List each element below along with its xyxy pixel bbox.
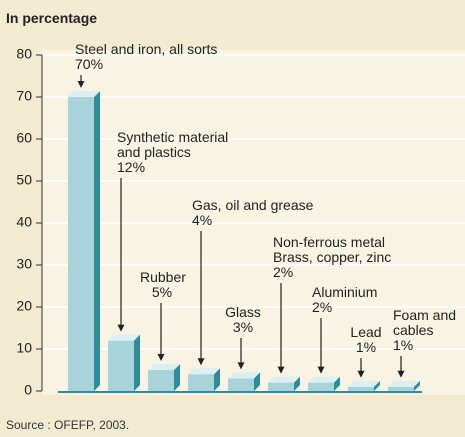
arrow-head: [277, 366, 285, 374]
bar-annotation: Lead 1%: [346, 325, 386, 355]
bar-annotation: Steel and iron, all sorts 70%: [75, 42, 217, 72]
y-tick-label: 0: [24, 382, 32, 398]
bar-top: [148, 364, 180, 370]
y-tick-label: 70: [16, 88, 32, 104]
bar-top: [108, 334, 140, 341]
arrow-head: [397, 370, 405, 378]
value-label: 4%: [192, 212, 213, 228]
bar-top: [188, 368, 220, 375]
y-tick-label: 30: [16, 256, 32, 272]
arrow-head: [237, 362, 245, 370]
arrow-head: [197, 358, 205, 366]
y-tick-label: 10: [16, 340, 32, 356]
bar-top: [388, 380, 420, 387]
bar-top: [308, 376, 340, 383]
value-label: 3%: [232, 319, 254, 335]
arrow-head: [117, 324, 125, 332]
category-label: Foam and cables: [393, 307, 457, 338]
value-label: 2%: [312, 299, 333, 315]
bar-side: [414, 380, 420, 391]
bar-side: [254, 372, 260, 391]
bar-side: [214, 368, 220, 391]
category-label: Glass: [225, 304, 261, 320]
arrow-head: [357, 370, 365, 378]
category-label: Steel and iron, all sorts: [75, 41, 218, 57]
bar: [188, 374, 214, 391]
bar: [308, 382, 334, 391]
y-tick-label: 80: [16, 46, 32, 62]
bar-side: [134, 334, 140, 391]
category-label: Non-ferrous metal Brass, copper, zinc: [273, 234, 392, 265]
bar-annotation: Rubber 5%: [140, 269, 186, 300]
bar-annotation: Non-ferrous metal Brass, copper, zinc 2%: [273, 235, 391, 280]
category-label: Aluminium: [312, 284, 378, 300]
bar-side: [174, 364, 180, 391]
y-tick-label: 50: [16, 172, 32, 188]
arrow-head: [157, 354, 165, 361]
bar-side: [334, 376, 340, 391]
y-tick-label: 40: [16, 214, 32, 230]
value-label: 70%: [75, 56, 104, 72]
bar: [148, 370, 174, 391]
y-tick-label: 20: [16, 298, 32, 314]
bar-annotation: Synthetic material and plastics 12%: [117, 130, 228, 175]
bar-annotation: Aluminium 2%: [312, 285, 377, 315]
bar-top: [68, 91, 100, 97]
bar: [228, 378, 254, 391]
category-label: Synthetic material and plastics: [117, 129, 229, 160]
category-label: Rubber: [140, 269, 186, 285]
bar-annotation: Gas, oil and grease 4%: [192, 198, 313, 228]
source-note: Source : OFEFP, 2003.: [6, 418, 130, 432]
bar-top: [228, 372, 260, 379]
bar: [68, 97, 94, 391]
bar-side: [94, 91, 100, 391]
value-label: 1%: [355, 339, 377, 355]
value-label: 2%: [273, 264, 294, 280]
arrow-head: [317, 366, 325, 374]
value-label: 5%: [151, 284, 173, 300]
value-label: 1%: [393, 337, 414, 353]
bar-top: [268, 376, 300, 383]
y-tick-label: 60: [16, 130, 32, 146]
bar: [268, 382, 294, 391]
bar-annotation: Glass 3%: [222, 305, 264, 335]
bar-annotation: Foam and cables 1%: [393, 308, 456, 353]
bar-top: [348, 380, 380, 387]
bar: [108, 340, 134, 391]
bar-side: [294, 376, 300, 391]
bar-side: [374, 380, 380, 391]
bar: [388, 386, 414, 391]
chart-title: In percentage: [6, 10, 98, 26]
value-label: 12%: [117, 159, 146, 175]
category-label: Gas, oil and grease: [192, 197, 314, 213]
bar: [348, 386, 374, 391]
category-label: Lead: [350, 324, 382, 340]
arrow-head: [77, 81, 85, 88]
